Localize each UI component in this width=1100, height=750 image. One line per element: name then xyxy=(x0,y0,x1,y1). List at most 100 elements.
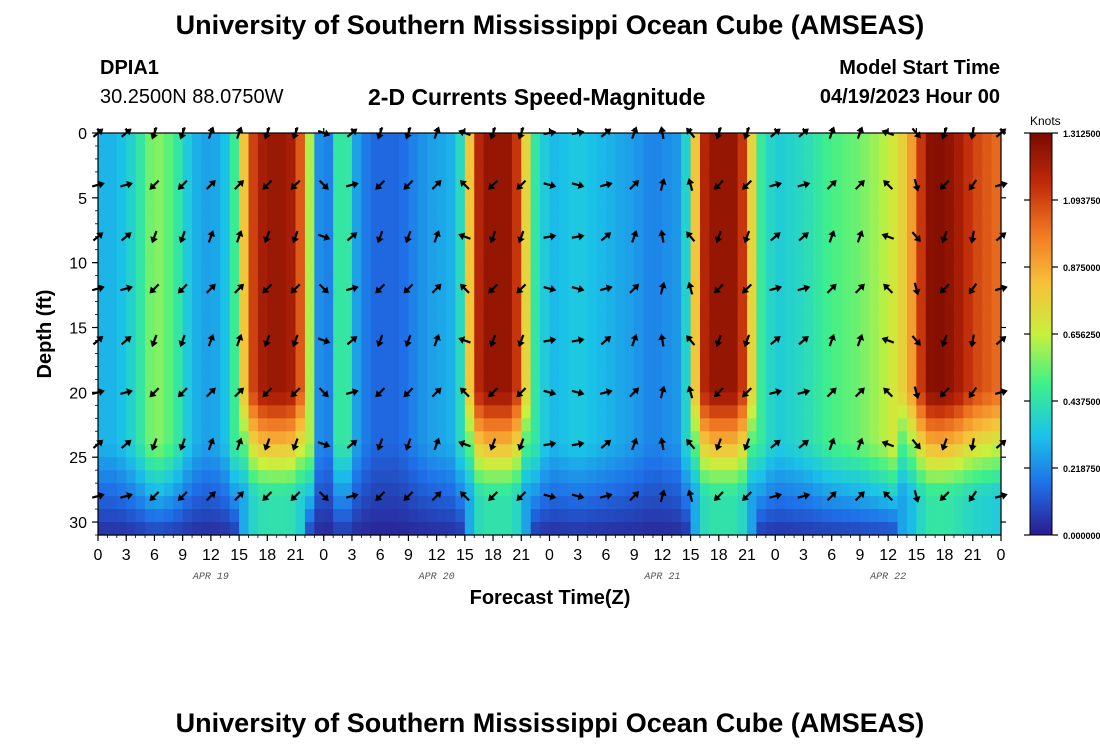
heatmap-cell xyxy=(201,301,212,316)
heatmap-cell xyxy=(116,379,127,393)
heatmap-cell xyxy=(991,509,1002,523)
heatmap-cell xyxy=(323,236,334,251)
heatmap-cell xyxy=(380,418,391,432)
heatmap-cell xyxy=(615,392,626,406)
heatmap-cell xyxy=(906,275,917,290)
heatmap-cell xyxy=(963,145,974,160)
current-arrow xyxy=(599,180,613,189)
heatmap-cell xyxy=(822,353,833,368)
heatmap-cell xyxy=(906,366,917,380)
heatmap-cell xyxy=(794,444,805,458)
heatmap-cell xyxy=(389,145,400,160)
heatmap-cell xyxy=(389,522,400,536)
heatmap-cell xyxy=(662,457,673,471)
heatmap-cell xyxy=(652,327,663,342)
heatmap-cell xyxy=(304,379,315,393)
heatmap-cell xyxy=(455,158,466,173)
heatmap-cell xyxy=(427,301,438,316)
heatmap-cell xyxy=(502,353,513,368)
heatmap-cell xyxy=(295,366,306,380)
heatmap-cell xyxy=(116,444,127,458)
heatmap-cell xyxy=(239,133,250,147)
heatmap-cell xyxy=(718,275,729,290)
heatmap-cell xyxy=(878,314,889,329)
heatmap-cell xyxy=(455,392,466,406)
heatmap-cell xyxy=(446,340,457,355)
heatmap-cell xyxy=(145,470,156,484)
heatmap-cell xyxy=(596,418,607,432)
colorbar: Knots 1.3125001.0937500.8750000.6562500.… xyxy=(1024,114,1100,541)
heatmap-cell xyxy=(549,210,560,225)
heatmap-cell xyxy=(408,133,419,147)
heatmap-cell xyxy=(530,171,541,186)
heatmap-cell xyxy=(107,327,118,342)
heatmap-cell xyxy=(841,249,852,264)
heatmap-cell xyxy=(267,236,278,251)
heatmap-cell xyxy=(972,133,983,147)
heatmap-cell xyxy=(314,470,325,484)
heatmap-cell xyxy=(756,301,767,316)
heatmap-cell xyxy=(643,158,654,173)
current-arrow xyxy=(939,283,950,294)
heatmap-cell xyxy=(615,431,626,445)
heatmap-cell xyxy=(248,470,259,484)
heatmap-cell xyxy=(991,236,1002,251)
heatmap-cell xyxy=(210,223,221,238)
heatmap-cell xyxy=(963,470,974,484)
heatmap-cell xyxy=(389,457,400,471)
heatmap-cell xyxy=(935,184,946,199)
heatmap-cell xyxy=(878,301,889,316)
heatmap-cell xyxy=(963,171,974,186)
heatmap-cell xyxy=(239,379,250,393)
heatmap-cell xyxy=(803,470,814,484)
heatmap-cell xyxy=(596,223,607,238)
heatmap-cell xyxy=(615,405,626,419)
heatmap-cell xyxy=(643,145,654,160)
heatmap-cell xyxy=(916,184,927,199)
heatmap-cell xyxy=(210,275,221,290)
heatmap-cell xyxy=(521,327,532,342)
heatmap-cell xyxy=(765,418,776,432)
heatmap-cell xyxy=(972,327,983,342)
heatmap-cell xyxy=(963,340,974,355)
heatmap-cell xyxy=(747,496,758,510)
heatmap-cell xyxy=(643,405,654,419)
heatmap-cell xyxy=(474,197,485,212)
heatmap-cell xyxy=(323,249,334,264)
current-arrow xyxy=(376,334,384,348)
heatmap-cell xyxy=(540,392,551,406)
heatmap-cell xyxy=(709,171,720,186)
heatmap-cell xyxy=(126,145,137,160)
heatmap-cell xyxy=(417,457,428,471)
heatmap-cell xyxy=(709,197,720,212)
heatmap-cell xyxy=(540,379,551,393)
heatmap-cell xyxy=(850,145,861,160)
heatmap-cell xyxy=(596,145,607,160)
current-arrow xyxy=(798,439,809,449)
heatmap-cell xyxy=(897,353,908,368)
heatmap-cell xyxy=(436,418,447,432)
heatmap-cell xyxy=(765,509,776,523)
heatmap-cell xyxy=(549,197,560,212)
heatmap-cell xyxy=(671,405,682,419)
heatmap-cell xyxy=(935,418,946,432)
heatmap-cell xyxy=(577,184,588,199)
heatmap-cell xyxy=(652,158,663,173)
heatmap-cell xyxy=(521,392,532,406)
heatmap-cell xyxy=(427,444,438,458)
heatmap-cell xyxy=(314,314,325,329)
heatmap-cell xyxy=(549,314,560,329)
heatmap-cell xyxy=(333,236,344,251)
heatmap-cell xyxy=(690,405,701,419)
heatmap-cell xyxy=(126,210,137,225)
heatmap-cell xyxy=(897,379,908,393)
heatmap-cell xyxy=(370,379,381,393)
heatmap-cell xyxy=(248,184,259,199)
heatmap-cell xyxy=(671,262,682,277)
heatmap-cell xyxy=(803,288,814,303)
heatmap-cell xyxy=(257,405,268,419)
heatmap-cell xyxy=(474,275,485,290)
heatmap-cell xyxy=(248,171,259,186)
heatmap-cell xyxy=(107,133,118,147)
x-tick-label: 12 xyxy=(428,547,446,564)
